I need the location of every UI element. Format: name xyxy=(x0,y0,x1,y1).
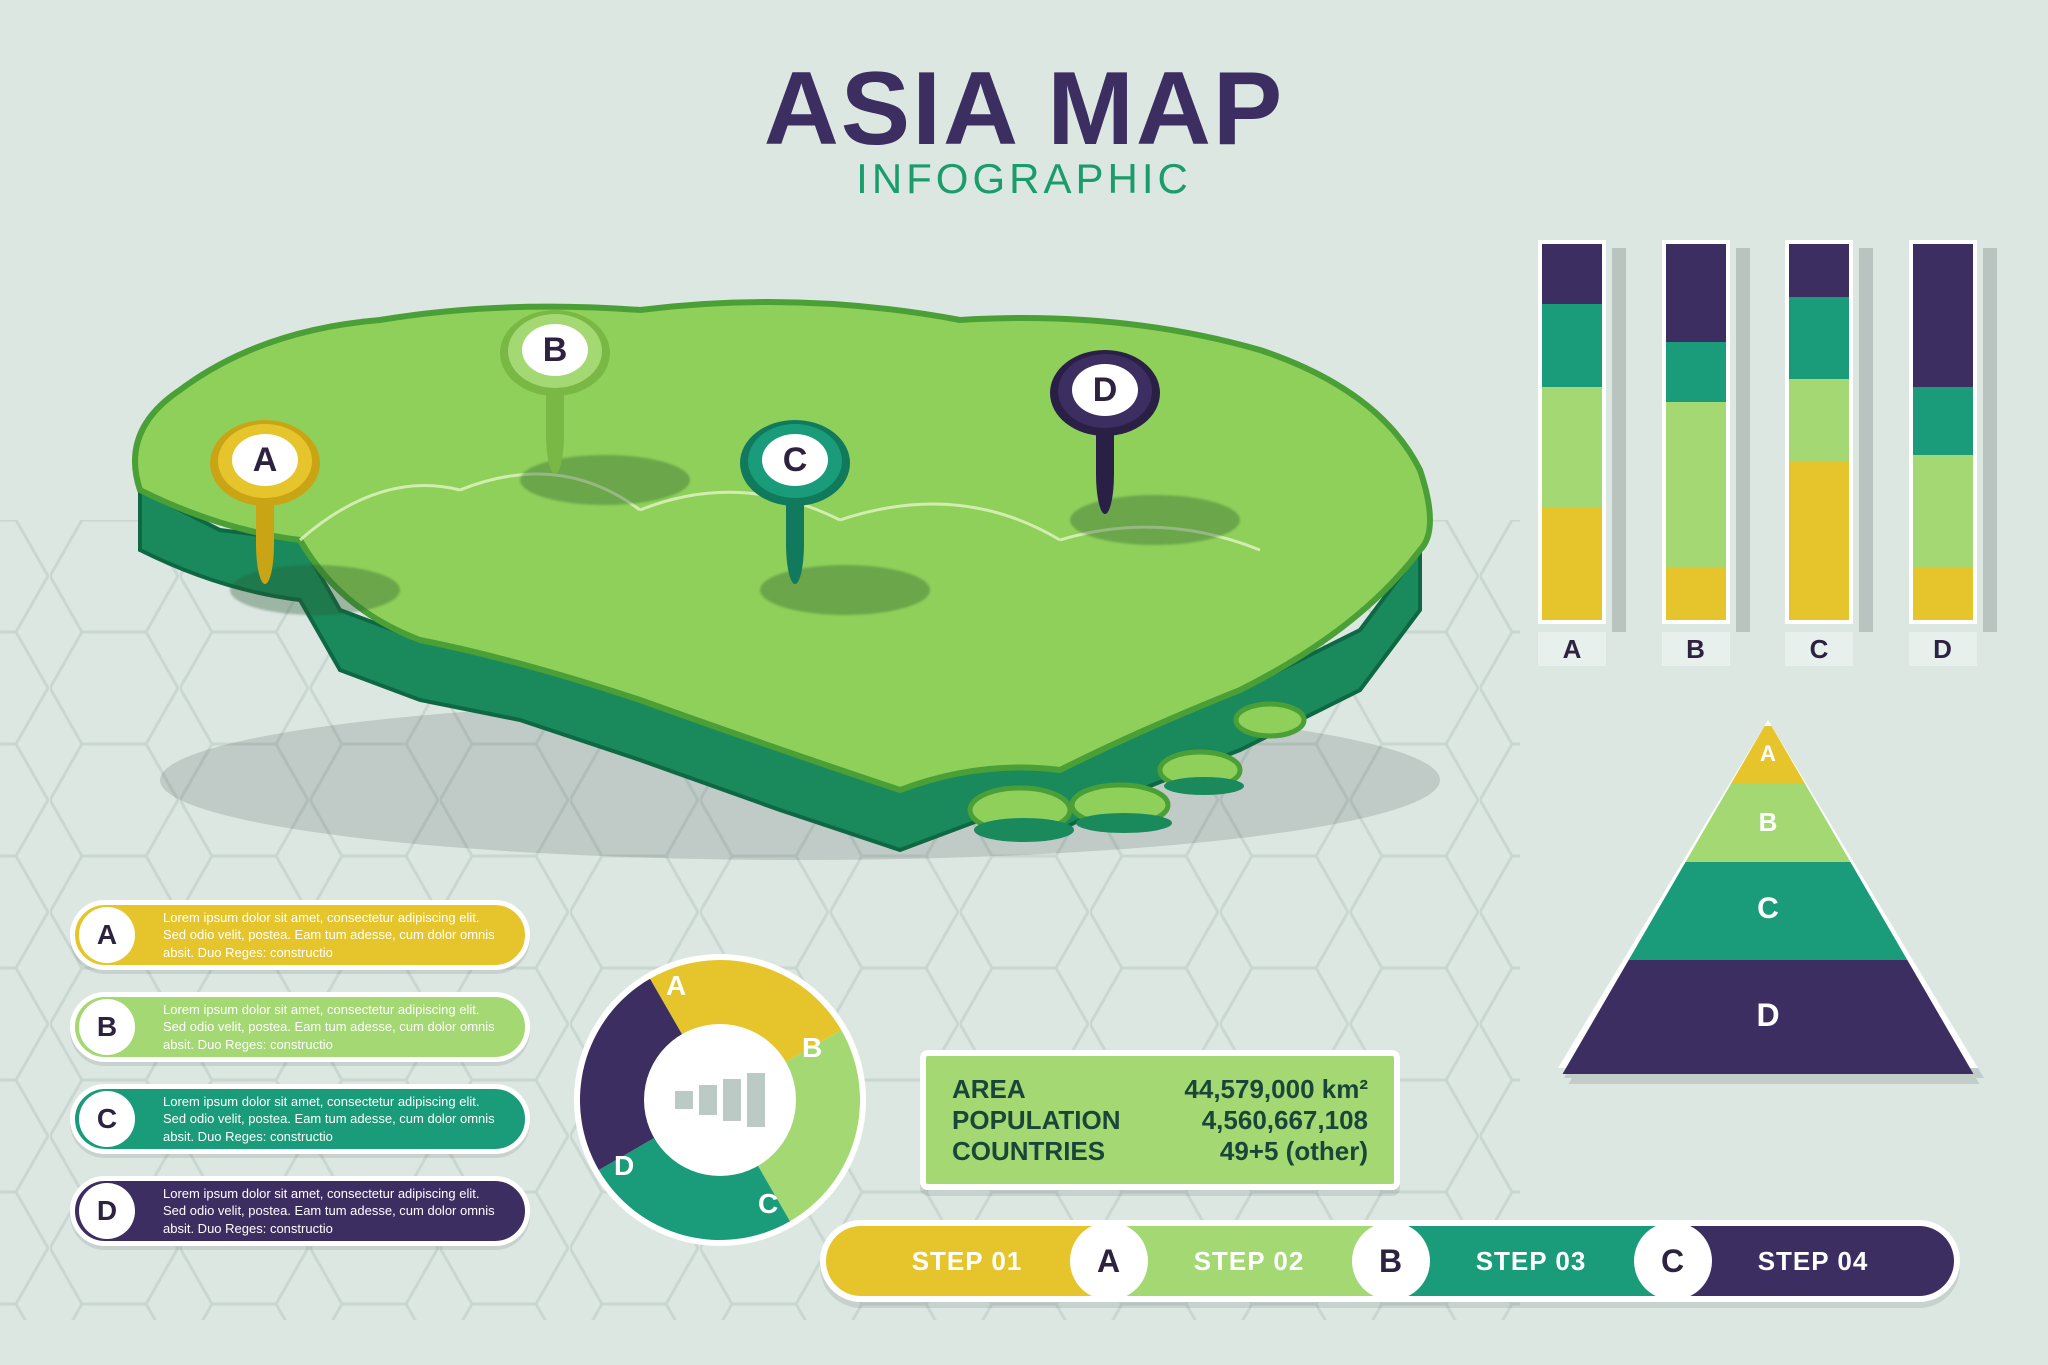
stats-key: COUNTRIES xyxy=(952,1136,1105,1167)
legend-text: Lorem ipsum dolor sit amet, consectetur … xyxy=(163,1185,501,1238)
donut-label-d: D xyxy=(614,1150,634,1182)
step-badge-c: C xyxy=(1634,1222,1712,1300)
pyramid-label-b: B xyxy=(1558,807,1978,838)
map-pin-a: A xyxy=(210,420,320,580)
pin-label: C xyxy=(762,434,828,486)
title-main: ASIA MAP xyxy=(764,50,1285,169)
step-2: STEP 02B xyxy=(1108,1226,1390,1296)
donut-label-c: C xyxy=(758,1188,778,1220)
legend-badge: D xyxy=(79,1183,135,1239)
donut-center-icon xyxy=(644,1024,796,1176)
pyramid-chart: A B C D xyxy=(1558,720,1978,1090)
stacked-bar-label: C xyxy=(1785,632,1853,666)
stats-key: AREA xyxy=(952,1074,1026,1105)
stacked-bars: A B C D xyxy=(1538,240,1988,670)
legend-text: Lorem ipsum dolor sit amet, consectetur … xyxy=(163,1001,501,1054)
step-3: STEP 03C xyxy=(1390,1226,1672,1296)
stats-val: 49+5 (other) xyxy=(1220,1136,1368,1167)
legend-item-a: A Lorem ipsum dolor sit amet, consectetu… xyxy=(70,900,530,970)
stats-key: POPULATION xyxy=(952,1105,1121,1136)
stacked-bar-c: C xyxy=(1785,240,1865,670)
title-block: ASIA MAP INFOGRAPHIC xyxy=(764,50,1285,203)
legend-item-c: C Lorem ipsum dolor sit amet, consectetu… xyxy=(70,1084,530,1154)
legend-pills: A Lorem ipsum dolor sit amet, consectetu… xyxy=(70,900,530,1246)
step-badge-b: B xyxy=(1352,1222,1430,1300)
legend-text: Lorem ipsum dolor sit amet, consectetur … xyxy=(163,909,501,962)
map-pin-b: B xyxy=(500,310,610,470)
donut-chart: A B C D xyxy=(570,950,870,1250)
stacked-bar-label: A xyxy=(1538,632,1606,666)
legend-badge: B xyxy=(79,999,135,1055)
stacked-bar-label: D xyxy=(1909,632,1977,666)
stacked-bar-b: B xyxy=(1662,240,1742,670)
stacked-bar-d: D xyxy=(1909,240,1989,670)
pyramid-label-a: A xyxy=(1558,741,1978,767)
step-1: STEP 01A xyxy=(826,1226,1108,1296)
donut-label-b: B xyxy=(802,1032,822,1064)
stats-row: POPULATION 4,560,667,108 xyxy=(952,1105,1368,1136)
steps-bar: STEP 01ASTEP 02BSTEP 03CSTEP 04 xyxy=(820,1220,1960,1302)
stats-row: COUNTRIES 49+5 (other) xyxy=(952,1136,1368,1167)
stats-row: AREA 44,579,000 km² xyxy=(952,1074,1368,1105)
stats-box: AREA 44,579,000 km² POPULATION 4,560,667,10… xyxy=(920,1050,1400,1190)
asia-map: A B C D xyxy=(80,250,1500,870)
map-pin-d: D xyxy=(1050,350,1160,510)
map-pin-c: C xyxy=(740,420,850,580)
pin-label: B xyxy=(522,324,588,376)
step-4: STEP 04 xyxy=(1672,1226,1954,1296)
pin-label: A xyxy=(232,434,298,486)
stats-val: 4,560,667,108 xyxy=(1202,1105,1368,1136)
step-badge-a: A xyxy=(1070,1222,1148,1300)
stats-val: 44,579,000 km² xyxy=(1184,1074,1368,1105)
pin-label: D xyxy=(1072,364,1138,416)
legend-badge: A xyxy=(79,907,135,963)
legend-item-d: D Lorem ipsum dolor sit amet, consectetu… xyxy=(70,1176,530,1246)
pyramid-label-d: D xyxy=(1558,997,1978,1034)
pyramid-label-c: C xyxy=(1558,892,1978,926)
legend-item-b: B Lorem ipsum dolor sit amet, consectetu… xyxy=(70,992,530,1062)
donut-label-a: A xyxy=(666,970,686,1002)
legend-text: Lorem ipsum dolor sit amet, consectetur … xyxy=(163,1093,501,1146)
stacked-bar-label: B xyxy=(1662,632,1730,666)
legend-badge: C xyxy=(79,1091,135,1147)
stacked-bar-a: A xyxy=(1538,240,1618,670)
